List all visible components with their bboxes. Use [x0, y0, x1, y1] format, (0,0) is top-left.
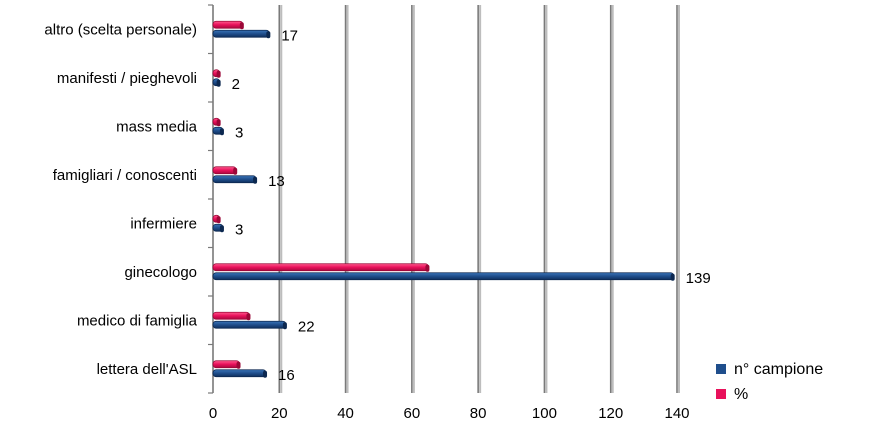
legend: n° campione% [716, 361, 823, 403]
data-label: 22 [298, 318, 315, 335]
bar [212, 166, 237, 175]
labels: 0 20 40 60 80 100 120 140 altro (scelta personal… [44, 21, 710, 422]
category-label: altro (scelta personale) [44, 21, 197, 38]
bars [212, 20, 675, 378]
x-tick-label: 140 [664, 405, 689, 422]
x-tick-label: 40 [337, 405, 354, 422]
bar [212, 20, 244, 29]
bar-end-cap [670, 273, 675, 281]
data-label: 3 [235, 221, 243, 238]
axes [208, 4, 214, 394]
x-tick-label: 120 [598, 405, 623, 422]
bar [212, 272, 675, 281]
category-label: mass media [116, 118, 198, 135]
bar-end-cap [253, 176, 258, 184]
bar-end-cap [246, 313, 251, 321]
bar [212, 320, 287, 329]
legend-swatch [716, 389, 726, 399]
category-label: ginecologo [124, 264, 197, 281]
category-label: medico di famiglia [77, 312, 198, 329]
bar-end-cap [236, 361, 241, 369]
legend-label: n° campione [734, 361, 823, 378]
bar-end-cap [425, 264, 430, 272]
bar-end-cap [263, 370, 268, 378]
bar-end-cap [216, 70, 221, 78]
bar [212, 29, 270, 38]
legend-label: % [734, 386, 748, 403]
x-tick-label: 0 [209, 405, 217, 422]
bar-end-cap [282, 322, 287, 330]
x-tick-label: 20 [271, 405, 288, 422]
bar [212, 369, 267, 378]
bar-end-cap [216, 119, 221, 127]
category-label: famigliari / conoscenti [53, 167, 197, 184]
bar [212, 175, 257, 184]
bar-end-cap [216, 216, 221, 224]
data-label: 3 [235, 124, 243, 141]
data-label: 13 [268, 173, 285, 190]
x-tick-label: 60 [404, 405, 421, 422]
x-tick-label: 100 [532, 405, 557, 422]
data-label: 2 [232, 76, 240, 93]
category-label: infermiere [130, 215, 197, 232]
bar [212, 360, 240, 369]
legend-swatch [716, 364, 726, 374]
grid-lines [278, 5, 680, 393]
category-label: manifesti / pieghevoli [57, 70, 197, 87]
bar [212, 311, 250, 320]
data-label: 17 [281, 27, 298, 44]
bar-end-cap [216, 79, 221, 87]
bar [212, 263, 429, 272]
data-label: 139 [686, 270, 711, 287]
bar-end-cap [219, 225, 224, 233]
bar-end-cap [233, 167, 238, 175]
category-label: lettera dell'ASL [97, 361, 197, 378]
bar-end-cap [266, 31, 271, 39]
x-tick-label: 80 [470, 405, 487, 422]
data-label: 16 [278, 367, 295, 384]
bar-end-cap [219, 128, 224, 136]
bar-end-cap [239, 22, 244, 30]
